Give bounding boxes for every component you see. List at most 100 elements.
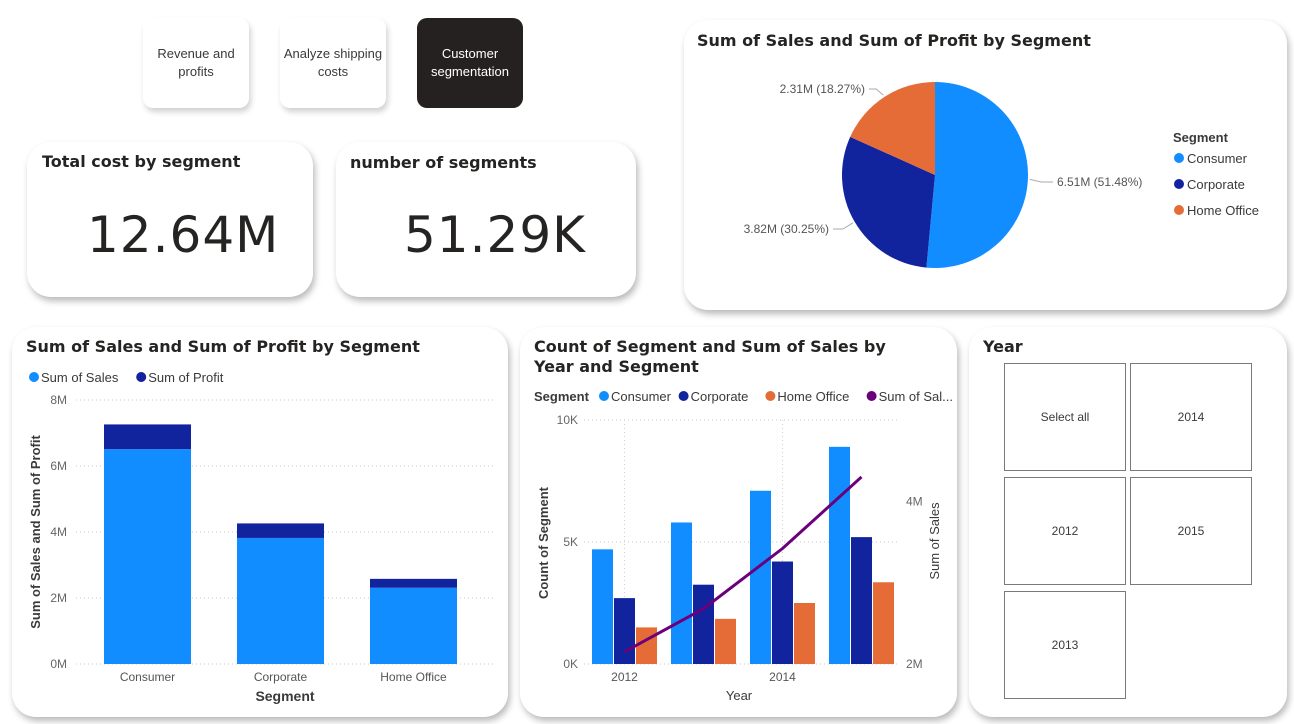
y-axis-title: Count of Segment [536, 486, 551, 599]
bar-home-office-2013[interactable] [715, 618, 736, 664]
y-tick-label: 6M [50, 459, 67, 473]
slicer-tile-label: 2012 [1051, 524, 1079, 538]
chart-title: Sum of Sales and Sum of Profit by Segmen… [26, 337, 420, 356]
slicer-tile-label: 2013 [1051, 638, 1079, 652]
pie-data-label: 6.51M (51.48%) [1057, 175, 1142, 189]
slicer-tile-label: Select all [1040, 410, 1090, 424]
y-tick-label: 2M [50, 591, 67, 605]
legend-item-home-office[interactable]: Home Office [777, 389, 849, 404]
bar-consumer-2015[interactable] [829, 446, 850, 664]
bar-corporate-2014[interactable] [772, 561, 793, 664]
legend-marker [29, 372, 39, 382]
x-tick-label: Home Office [380, 670, 447, 684]
pie-slice-corporate[interactable] [842, 136, 935, 268]
pie-data-label: 3.82M (30.25%) [744, 222, 829, 236]
stacked-bar-chart[interactable]: Sum of Sales Sum of Profit 0M 2M 4M 6M 8M Con… [12, 327, 508, 717]
y2-tick-label: 2M [906, 657, 923, 671]
chart-title: Sum of Sales and Sum of Profit by Segmen… [697, 31, 1091, 50]
bar-sum-of-profit-home-office[interactable] [370, 578, 457, 588]
y2-tick-label: 4M [906, 494, 923, 508]
bar-sum-of-profit-consumer[interactable] [104, 424, 191, 450]
combo-chart-card[interactable]: Count of Segment and Sum of Sales by Yea… [520, 327, 957, 717]
kpi-title: number of segments [350, 153, 537, 172]
bar-chart-card[interactable]: Sum of Sales and Sum of Profit by Segmen… [12, 327, 508, 717]
bar-corporate-2012[interactable] [614, 598, 635, 664]
x-axis-title: Year [726, 688, 753, 703]
bar-corporate-2015[interactable] [851, 537, 872, 664]
legend-marker [136, 372, 147, 382]
slicer-tile-select-all[interactable]: Select all [1004, 363, 1126, 471]
year-slicer-card: Year Select all 2014 2012 2015 2013 [969, 327, 1287, 717]
pie-chart-card[interactable]: Sum of Sales and Sum of Profit by Segmen… [684, 20, 1287, 310]
y2-axis-title: Sum of Sales [927, 502, 942, 580]
y-tick-label: 8M [50, 393, 67, 407]
bar-corporate-2013[interactable] [693, 584, 714, 664]
slicer-title: Year [983, 337, 1023, 356]
bar-consumer-2014[interactable] [750, 490, 771, 664]
legend-item-home-office[interactable]: Home Office [1187, 203, 1259, 218]
x-axis-title: Segment [255, 688, 314, 704]
legend-item-sum-of-sal[interactable]: Sum of Sal... [879, 389, 953, 404]
legend-item-sum-of-sales[interactable]: Sum of Sales [41, 370, 119, 385]
legend-item-consumer[interactable]: Consumer [1187, 151, 1248, 166]
pie-slice-consumer[interactable] [926, 82, 1029, 268]
bar-sum-of-sales-consumer[interactable] [104, 449, 191, 664]
legend-item-sum-of-profit[interactable]: Sum of Profit [148, 370, 224, 385]
slicer-tile-2014[interactable]: 2014 [1130, 363, 1252, 471]
combo-chart[interactable]: Segment Consumer Corporate Home Office Sum … [520, 327, 957, 717]
legend-title: Segment [534, 389, 590, 404]
legend-marker [1174, 153, 1184, 163]
y-tick-label: 10K [557, 413, 578, 427]
bar-home-office-2015[interactable] [873, 582, 894, 664]
bar-home-office-2014[interactable] [794, 603, 815, 664]
legend-marker [1174, 179, 1184, 189]
line-sum-of-sales[interactable] [623, 475, 863, 654]
y-tick-label: 4M [50, 525, 67, 539]
legend-marker [866, 391, 877, 401]
slicer-tile-label: 2015 [1177, 524, 1205, 538]
kpi-value: 12.64M [87, 206, 280, 264]
legend-item-corporate[interactable]: Corporate [1187, 177, 1245, 192]
chart-title: Count of Segment and Sum of Sales by Yea… [534, 337, 886, 376]
y-tick-label: 5K [563, 535, 578, 549]
legend-marker [765, 391, 776, 401]
pie-chart[interactable]: 6.51M (51.48%) 3.82M (30.25%) 2.31M (18.27… [684, 20, 1287, 310]
x-tick-label: Corporate [254, 670, 308, 684]
pie-leader-line [833, 222, 854, 230]
x-tick-label: 2012 [611, 670, 638, 684]
bar-sum-of-sales-home-office[interactable] [370, 587, 457, 664]
legend-item-corporate[interactable]: Corporate [691, 389, 749, 404]
kpi-value: 51.29K [404, 206, 586, 264]
pie-slice-home-office[interactable] [850, 81, 935, 175]
kpi-title: Total cost by segment [42, 152, 241, 171]
bar-consumer-2012[interactable] [592, 549, 613, 664]
legend-title: Segment [1173, 130, 1229, 145]
y-axis-title: Sum of Sales and Sum of Profit [28, 435, 43, 629]
nav-button-shipping-costs[interactable]: Analyze shipping costs [280, 18, 386, 108]
pie-leader-line [1029, 178, 1053, 183]
nav-button-label: Revenue and profits [157, 46, 235, 79]
legend-marker [599, 391, 609, 401]
bar-sum-of-profit-corporate[interactable] [237, 523, 324, 538]
y-tick-label: 0M [50, 657, 67, 671]
slicer-tile-label: 2014 [1177, 410, 1205, 424]
bar-sum-of-sales-corporate[interactable] [237, 537, 324, 664]
nav-button-revenue-profits[interactable]: Revenue and profits [143, 18, 249, 108]
slicer-tile-2013[interactable]: 2013 [1004, 591, 1126, 699]
kpi-card-total-cost: Total cost by segment 12.64M [27, 142, 313, 297]
y-tick-label: 0K [563, 657, 578, 671]
bar-consumer-2013[interactable] [671, 522, 692, 664]
slicer-tile-2012[interactable]: 2012 [1004, 477, 1126, 585]
nav-button-label: Customer segmentation [430, 46, 510, 79]
bar-home-office-2012[interactable] [636, 627, 657, 664]
pie-leader-line [869, 88, 884, 96]
nav-button-label: Analyze shipping costs [283, 46, 383, 79]
kpi-card-number-of-segments: number of segments 51.29K [336, 142, 636, 297]
nav-button-customer-segmentation[interactable]: Customer segmentation [417, 18, 523, 108]
slicer-tile-2015[interactable]: 2015 [1130, 477, 1252, 585]
legend-item-consumer[interactable]: Consumer [611, 389, 672, 404]
pie-data-label: 2.31M (18.27%) [780, 82, 865, 96]
x-tick-label: Consumer [120, 670, 175, 684]
legend-marker [1174, 205, 1184, 215]
legend-marker [678, 391, 689, 401]
